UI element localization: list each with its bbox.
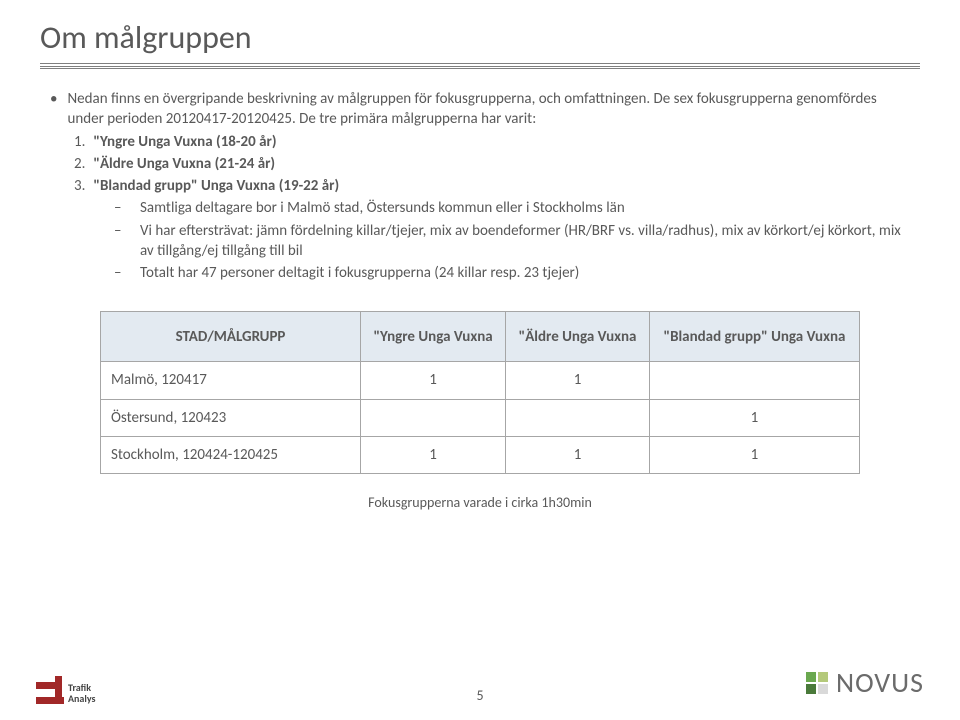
intro-text: Nedan finns en övergripande beskrivning …: [67, 89, 910, 130]
novus-logo: NOVUS: [806, 665, 924, 700]
col-header-mixed: "Blandad grupp" Unga Vuxna: [649, 312, 859, 362]
table-row: Malmö, 120417 1 1: [101, 362, 860, 399]
square-d: [818, 684, 828, 694]
list-item: 1. "Yngre Unga Vuxna (18-20 år): [74, 132, 910, 152]
dash-text: Samtliga deltagare bor i Malmö stad, Öst…: [140, 198, 625, 218]
page-title: Om målgruppen: [40, 18, 960, 57]
list-item: 2. "Äldre Unga Vuxna (21-24 år): [74, 154, 910, 174]
dash-icon: –: [114, 263, 126, 283]
bullet-dot: •: [50, 89, 57, 130]
cell-value: 1: [361, 436, 506, 473]
table-header-row: STAD/MÅLGRUPP "Yngre Unga Vuxna "Äldre U…: [101, 312, 860, 362]
cell-value: 1: [361, 362, 506, 399]
numbered-list: 1. "Yngre Unga Vuxna (18-20 år) 2. "Äldr…: [50, 132, 910, 284]
table-row: Östersund, 120423 1: [101, 399, 860, 436]
trafik-analys-text: Trafik Analys: [68, 683, 95, 704]
item-number: 3.: [74, 176, 85, 196]
cell-value: [361, 399, 506, 436]
item-text: "Blandad grupp" Unga Vuxna (19-22 år): [93, 176, 339, 196]
list-item: – Vi har eftersträvat: jämn fördelning k…: [114, 221, 910, 262]
dash-text: Totalt har 47 personer deltagit i fokusg…: [140, 263, 579, 283]
table-caption: Fokusgrupperna varade i cirka 1h30min: [50, 494, 910, 513]
trafik-analys-icon: [36, 676, 64, 704]
dash-icon: –: [114, 221, 126, 262]
item-text: "Yngre Unga Vuxna (18-20 år): [93, 132, 276, 152]
table-row: Stockholm, 120424-120425 1 1 1: [101, 436, 860, 473]
item-text: "Äldre Unga Vuxna (21-24 år): [93, 154, 275, 174]
dash-list: – Samtliga deltagare bor i Malmö stad, Ö…: [74, 198, 910, 283]
cell-value: 1: [506, 362, 650, 399]
dash-text: Vi har eftersträvat: jämn fördelning kil…: [140, 221, 910, 262]
dash-icon: –: [114, 198, 126, 218]
page-number: 5: [476, 687, 483, 704]
list-item: – Samtliga deltagare bor i Malmö stad, Ö…: [114, 198, 910, 218]
row-label: Stockholm, 120424-120425: [101, 436, 361, 473]
cell-value: [506, 399, 650, 436]
content-area: • Nedan finns en övergripande beskrivnin…: [0, 69, 960, 513]
col-header-young: "Yngre Unga Vuxna: [361, 312, 506, 362]
col-header-city: STAD/MÅLGRUPP: [101, 312, 361, 362]
square-b: [818, 672, 828, 682]
data-table: STAD/MÅLGRUPP "Yngre Unga Vuxna "Äldre U…: [100, 311, 860, 474]
cell-value: [649, 362, 859, 399]
intro-bullet: • Nedan finns en övergripande beskrivnin…: [50, 89, 910, 130]
col-header-older: "Äldre Unga Vuxna: [506, 312, 650, 362]
novus-text: NOVUS: [836, 665, 924, 700]
item-number: 1.: [74, 132, 85, 152]
data-table-wrap: STAD/MÅLGRUPP "Yngre Unga Vuxna "Äldre U…: [100, 311, 860, 474]
cell-value: 1: [649, 436, 859, 473]
novus-icon: [806, 672, 828, 694]
cell-value: 1: [506, 436, 650, 473]
trafik-analys-logo: Trafik Analys: [36, 676, 95, 704]
list-item: – Totalt har 47 personer deltagit i foku…: [114, 263, 910, 283]
row-label: Malmö, 120417: [101, 362, 361, 399]
footer: Trafik Analys 5 NOVUS: [0, 656, 960, 708]
row-label: Östersund, 120423: [101, 399, 361, 436]
square-c: [806, 684, 816, 694]
square-a: [806, 672, 816, 682]
item-number: 2.: [74, 154, 85, 174]
list-item: 3. "Blandad grupp" Unga Vuxna (19-22 år): [74, 176, 910, 196]
cell-value: 1: [649, 399, 859, 436]
